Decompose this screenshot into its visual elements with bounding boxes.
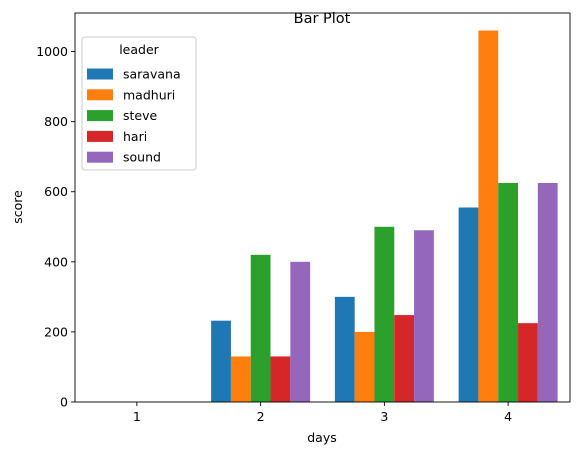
legend-label-madhuri: madhuri [123, 87, 175, 102]
bar-madhuri-day-4 [478, 30, 499, 402]
legend-label-hari: hari [123, 129, 147, 144]
legend-label-saravana: saravana [123, 67, 181, 82]
y-tick-label: 800 [44, 114, 68, 129]
bar-madhuri-day-2 [230, 356, 251, 402]
x-tick-label: 4 [504, 409, 512, 424]
bar-steve-day-4 [498, 182, 519, 402]
bar-steve-day-3 [374, 226, 395, 402]
legend-title: leader [119, 42, 159, 57]
bar-saravana-day-3 [334, 296, 355, 402]
legend: leader saravana madhuri steve hari sound [81, 36, 197, 171]
x-tick-label: 3 [380, 409, 388, 424]
bar-saravana-day-2 [211, 320, 231, 402]
y-tick-label: 0 [60, 395, 68, 410]
y-tick-label: 200 [44, 324, 68, 339]
legend-swatch-sound [87, 151, 113, 163]
bar-saravana-day-4 [458, 207, 479, 402]
legend-swatch-steve [87, 110, 113, 122]
legend-label-steve: steve [123, 108, 158, 123]
x-tick-label: 2 [257, 409, 265, 424]
x-axis-label: days [307, 430, 337, 445]
legend-swatch-madhuri [87, 89, 113, 101]
x-axis: 1 2 3 4 [133, 402, 512, 424]
bar-sound-day-3 [414, 230, 434, 402]
bars [211, 30, 558, 402]
x-tick-label: 1 [133, 409, 141, 424]
bar-sound-day-4 [537, 182, 558, 402]
chart-title: Bar Plot [294, 11, 351, 27]
bar-steve-day-2 [250, 254, 271, 402]
y-tick-label: 400 [44, 254, 68, 269]
y-axis: 0 200 400 600 800 1000 [36, 44, 75, 410]
legend-label-sound: sound [123, 150, 161, 165]
plot-frame [74, 12, 571, 403]
y-tick-label: 600 [44, 184, 68, 199]
y-axis-label: score [10, 190, 25, 224]
bar-hari-day-3 [394, 315, 415, 402]
legend-swatch-saravana [87, 68, 113, 80]
bar-hari-day-2 [270, 356, 291, 402]
legend-swatch-hari [87, 130, 113, 142]
y-tick-label: 1000 [36, 44, 68, 59]
bar-madhuri-day-3 [354, 331, 375, 402]
bar-sound-day-2 [290, 261, 311, 402]
bar-hari-day-4 [518, 323, 538, 402]
